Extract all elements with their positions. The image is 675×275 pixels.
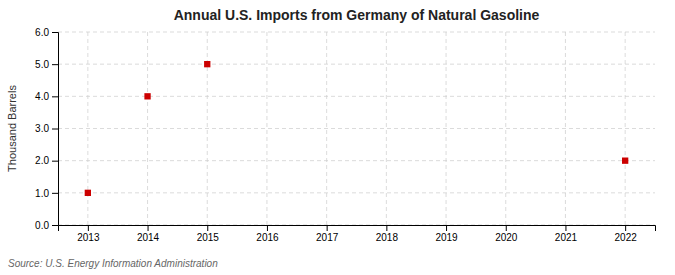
y-grid-line [58,128,655,129]
x-tick: 2019 [435,225,458,243]
x-grid-line [87,32,88,225]
y-axis: 0.0 1.0 2.0 3.0 4.0 5.0 6.0 [35,27,58,231]
x-tick-mark [386,225,387,231]
y-tick-label: 0.0 [35,220,49,231]
x-tick-mark [625,225,626,231]
x-tick: 2016 [256,225,279,243]
point [622,158,628,164]
chart: 2013 2014 2015 2016 2017 2018 2019 2020 2021 2022… [0,0,675,275]
x-tick-mark [506,225,507,231]
x-tick-label: 2021 [555,232,578,243]
x-tick-label: 2016 [256,232,279,243]
x-tick-mark [207,225,208,231]
y-tick-label: 3.0 [35,123,49,134]
x-tick-mark [88,225,89,231]
x-grid-line [207,32,208,225]
point [144,93,150,99]
y-tick: 1.0 [35,188,58,199]
x-tick-label: 2022 [615,232,638,243]
source-note: Source: U.S. Energy Information Administ… [8,258,218,269]
x-axis-line [59,226,656,232]
y-tick-mark [52,129,58,130]
y-tick: 4.0 [35,91,58,102]
x-grid-line [147,32,148,225]
plot-area: 2013 2014 2015 2016 2017 2018 2019 2020 2021 2022… [35,27,655,243]
x-tick-label: 2019 [435,232,458,243]
y-tick-label: 1.0 [35,188,49,199]
y-tick: 3.0 [35,123,58,134]
x-tick-label: 2020 [495,232,518,243]
x-tick: 2015 [197,225,220,243]
x-tick: 2013 [77,225,100,243]
y-tick-mark [52,225,58,226]
x-tick-mark [267,225,268,231]
x-tick: 2014 [137,225,160,243]
x-axis: 2013 2014 2015 2016 2017 2018 2019 2020 2021 2022 [59,225,656,243]
grid [58,32,655,225]
y-tick-label: 6.0 [35,27,49,38]
title: Annual U.S. Imports from Germany of Natu… [174,7,540,23]
point [204,61,210,67]
y-tick: 2.0 [35,155,58,166]
y-axis-line [52,33,59,226]
x-tick-label: 2018 [376,232,399,243]
x-grid-line [266,32,267,225]
x-tick: 2018 [376,225,399,243]
y-tick: 0.0 [35,220,58,231]
x-tick-mark [148,225,149,231]
x-grid-line [386,32,387,225]
x-grid-line [446,32,447,225]
points [85,61,629,196]
x-tick-mark [327,225,328,231]
x-tick: 2021 [555,225,578,243]
y-tick-label: 2.0 [35,155,49,166]
x-grid-line [326,32,327,225]
x-grid-line [625,32,626,225]
x-tick: 2020 [495,225,518,243]
y-tick-label: 4.0 [35,91,49,102]
x-tick-label: 2014 [137,232,160,243]
y-axis-title: Thousand Barrels [6,85,18,172]
y-tick-mark [52,32,58,33]
x-tick-mark [565,225,566,231]
y-tick: 5.0 [35,59,58,70]
y-tick: 6.0 [35,27,58,38]
point [85,190,91,196]
x-tick-label: 2013 [77,232,100,243]
x-grid-line [565,32,566,225]
x-tick-mark [446,225,447,231]
y-tick-label: 5.0 [35,59,49,70]
x-tick: 2022 [615,225,638,243]
y-tick-mark [52,96,58,97]
x-tick-label: 2015 [197,232,220,243]
y-tick-mark [52,64,58,65]
x-tick-label: 2017 [316,232,339,243]
y-tick-mark [52,193,58,194]
y-tick-mark [52,161,58,162]
x-grid-line [505,32,506,225]
x-tick: 2017 [316,225,339,243]
